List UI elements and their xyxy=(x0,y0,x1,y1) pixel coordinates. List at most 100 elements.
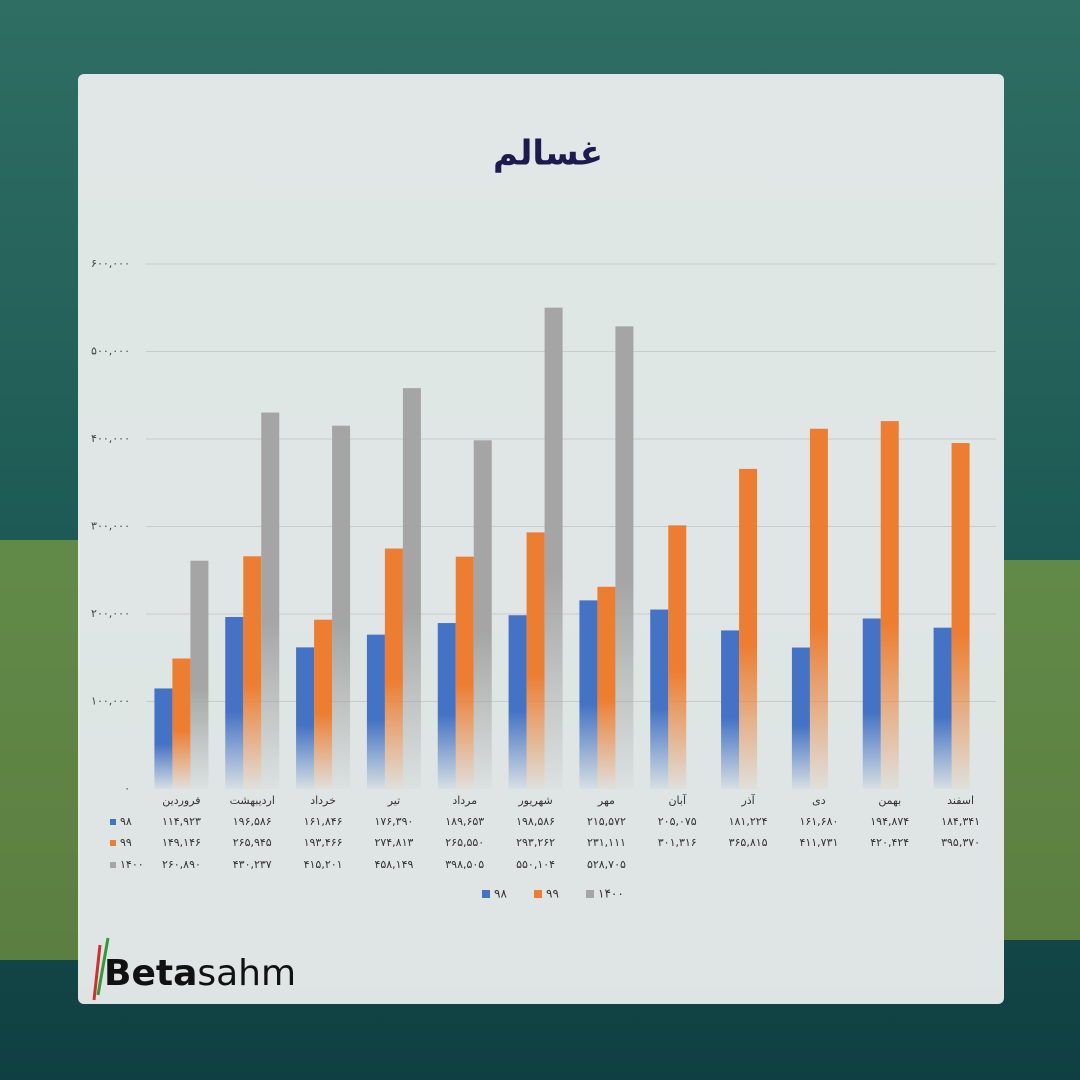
table-cell: ۲۶۵,۵۵۰ xyxy=(445,836,484,849)
y-tick-label: ۲۰۰,۰۰۰ xyxy=(91,607,130,620)
y-tick-label: ۵۰۰,۰۰۰ xyxy=(91,345,130,358)
table-cell: ۵۵۰,۱۰۴ xyxy=(516,858,555,871)
table-cell: ۳۶۵,۸۱۵ xyxy=(729,836,768,849)
table-cell: ۴۱۱,۷۳۱ xyxy=(799,836,838,849)
table-cell: ۱۱۴,۹۲۳ xyxy=(162,815,201,828)
bar xyxy=(366,634,385,789)
y-tick-label: ۱۰۰,۰۰۰ xyxy=(91,695,130,708)
table-cell: ۳۹۵,۳۷۰ xyxy=(941,836,980,849)
y-tick-label: ۳۰۰,۰۰۰ xyxy=(91,520,130,533)
y-tick-label: ۰ xyxy=(124,782,130,795)
table-legend-key xyxy=(110,862,116,868)
table-legend-key xyxy=(110,840,116,846)
x-tick-label: شهریور xyxy=(517,794,552,807)
logo-rest: sahm xyxy=(197,953,296,994)
bottle-decor xyxy=(0,540,80,960)
bar xyxy=(579,600,598,789)
chart-title: غسالم xyxy=(493,134,603,174)
legend-label: ۹۹ xyxy=(546,887,559,901)
x-tick-label: مرداد xyxy=(452,794,477,807)
table-cell: ۲۶۰,۸۹۰ xyxy=(162,858,201,871)
bar xyxy=(261,412,280,789)
legend-label: ۱۴۰۰ xyxy=(598,887,624,901)
bar xyxy=(739,468,758,789)
table-cell: ۱۹۴,۸۷۴ xyxy=(870,815,909,828)
table-cell: ۲۰۵,۰۷۵ xyxy=(658,815,697,828)
table-cell: ۱۸۴,۳۴۱ xyxy=(941,815,980,828)
logo: Betasahm xyxy=(92,937,296,1001)
table-cell: ۱۹۳,۴۶۶ xyxy=(304,836,343,849)
bar xyxy=(933,627,952,789)
x-tick-label: مهر xyxy=(597,794,615,807)
bar xyxy=(190,560,209,789)
logo-bold: Beta xyxy=(104,953,197,994)
bar xyxy=(296,647,315,789)
x-tick-label: تیر xyxy=(387,794,400,807)
table-cell: ۲۶۵,۹۴۵ xyxy=(233,836,272,849)
bar xyxy=(809,428,828,789)
logo-arrow-up xyxy=(96,937,110,996)
x-tick-label: دی xyxy=(812,794,826,807)
legend-key xyxy=(534,890,542,898)
bar xyxy=(437,623,456,789)
table-row-label: ۱۴۰۰ xyxy=(120,858,144,871)
logo-arrow-down xyxy=(92,944,102,1001)
bar xyxy=(951,443,970,789)
legend-key xyxy=(586,890,594,898)
table-cell: ۳۹۸,۵۰۵ xyxy=(445,858,484,871)
x-tick-label: فروردین xyxy=(162,794,200,807)
bar xyxy=(508,615,527,789)
bar xyxy=(473,440,492,789)
table-cell: ۱۷۶,۳۹۰ xyxy=(374,815,413,828)
bar xyxy=(721,630,740,789)
x-tick-label: اسفند xyxy=(947,794,974,807)
bar xyxy=(384,548,403,789)
table-cell: ۴۲۰,۴۲۴ xyxy=(870,836,909,849)
table-cell: ۱۶۱,۶۸۰ xyxy=(799,815,838,828)
bar xyxy=(225,616,244,789)
logo-text: Betasahm xyxy=(104,953,296,994)
legend-label: ۹۸ xyxy=(494,887,507,901)
table-cell: ۴۳۰,۲۳۷ xyxy=(233,858,272,871)
x-tick-label: خرداد xyxy=(310,794,336,807)
y-tick-label: ۴۰۰,۰۰۰ xyxy=(91,432,130,445)
bar xyxy=(791,647,810,789)
bar xyxy=(314,619,333,789)
bar xyxy=(526,532,545,789)
bar xyxy=(243,556,262,789)
bar xyxy=(172,658,191,789)
bar xyxy=(455,556,474,789)
bar xyxy=(668,525,687,789)
table-cell: ۴۱۵,۲۰۱ xyxy=(304,858,343,871)
table-cell: ۱۸۹,۶۵۳ xyxy=(445,815,484,828)
table-cell: ۱۸۱,۲۲۴ xyxy=(729,815,768,828)
bar xyxy=(332,425,351,789)
bar xyxy=(154,688,173,789)
bar xyxy=(544,307,563,789)
bar xyxy=(597,586,616,789)
table-legend-key xyxy=(110,819,116,825)
y-tick-label: ۶۰۰,۰۰۰ xyxy=(91,257,130,270)
table-cell: ۲۹۳,۲۶۲ xyxy=(516,836,555,849)
table-cell: ۱۴۹,۱۴۶ xyxy=(162,836,201,849)
bottle-decor xyxy=(1004,560,1080,940)
table-cell: ۲۱۵,۵۷۲ xyxy=(587,815,626,828)
table-cell: ۵۲۸,۷۰۵ xyxy=(587,858,626,871)
x-tick-label: آبان xyxy=(668,793,686,807)
table-row-label: ۹۸ xyxy=(120,815,132,828)
legend-key xyxy=(482,890,490,898)
table-row-label: ۹۹ xyxy=(120,836,132,849)
table-cell: ۱۹۶,۵۸۶ xyxy=(233,815,272,828)
table-cell: ۳۰۱,۳۱۶ xyxy=(658,836,697,849)
bar xyxy=(402,388,421,789)
bar xyxy=(615,326,634,789)
x-tick-label: آذر xyxy=(740,793,755,807)
table-cell: ۱۹۸,۵۸۶ xyxy=(516,815,555,828)
x-tick-label: بهمن xyxy=(878,794,901,807)
bar xyxy=(880,421,899,789)
table-cell: ۲۳۱,۱۱۱ xyxy=(587,836,626,849)
table-cell: ۲۷۴,۸۱۳ xyxy=(374,836,413,849)
bar xyxy=(650,609,669,789)
